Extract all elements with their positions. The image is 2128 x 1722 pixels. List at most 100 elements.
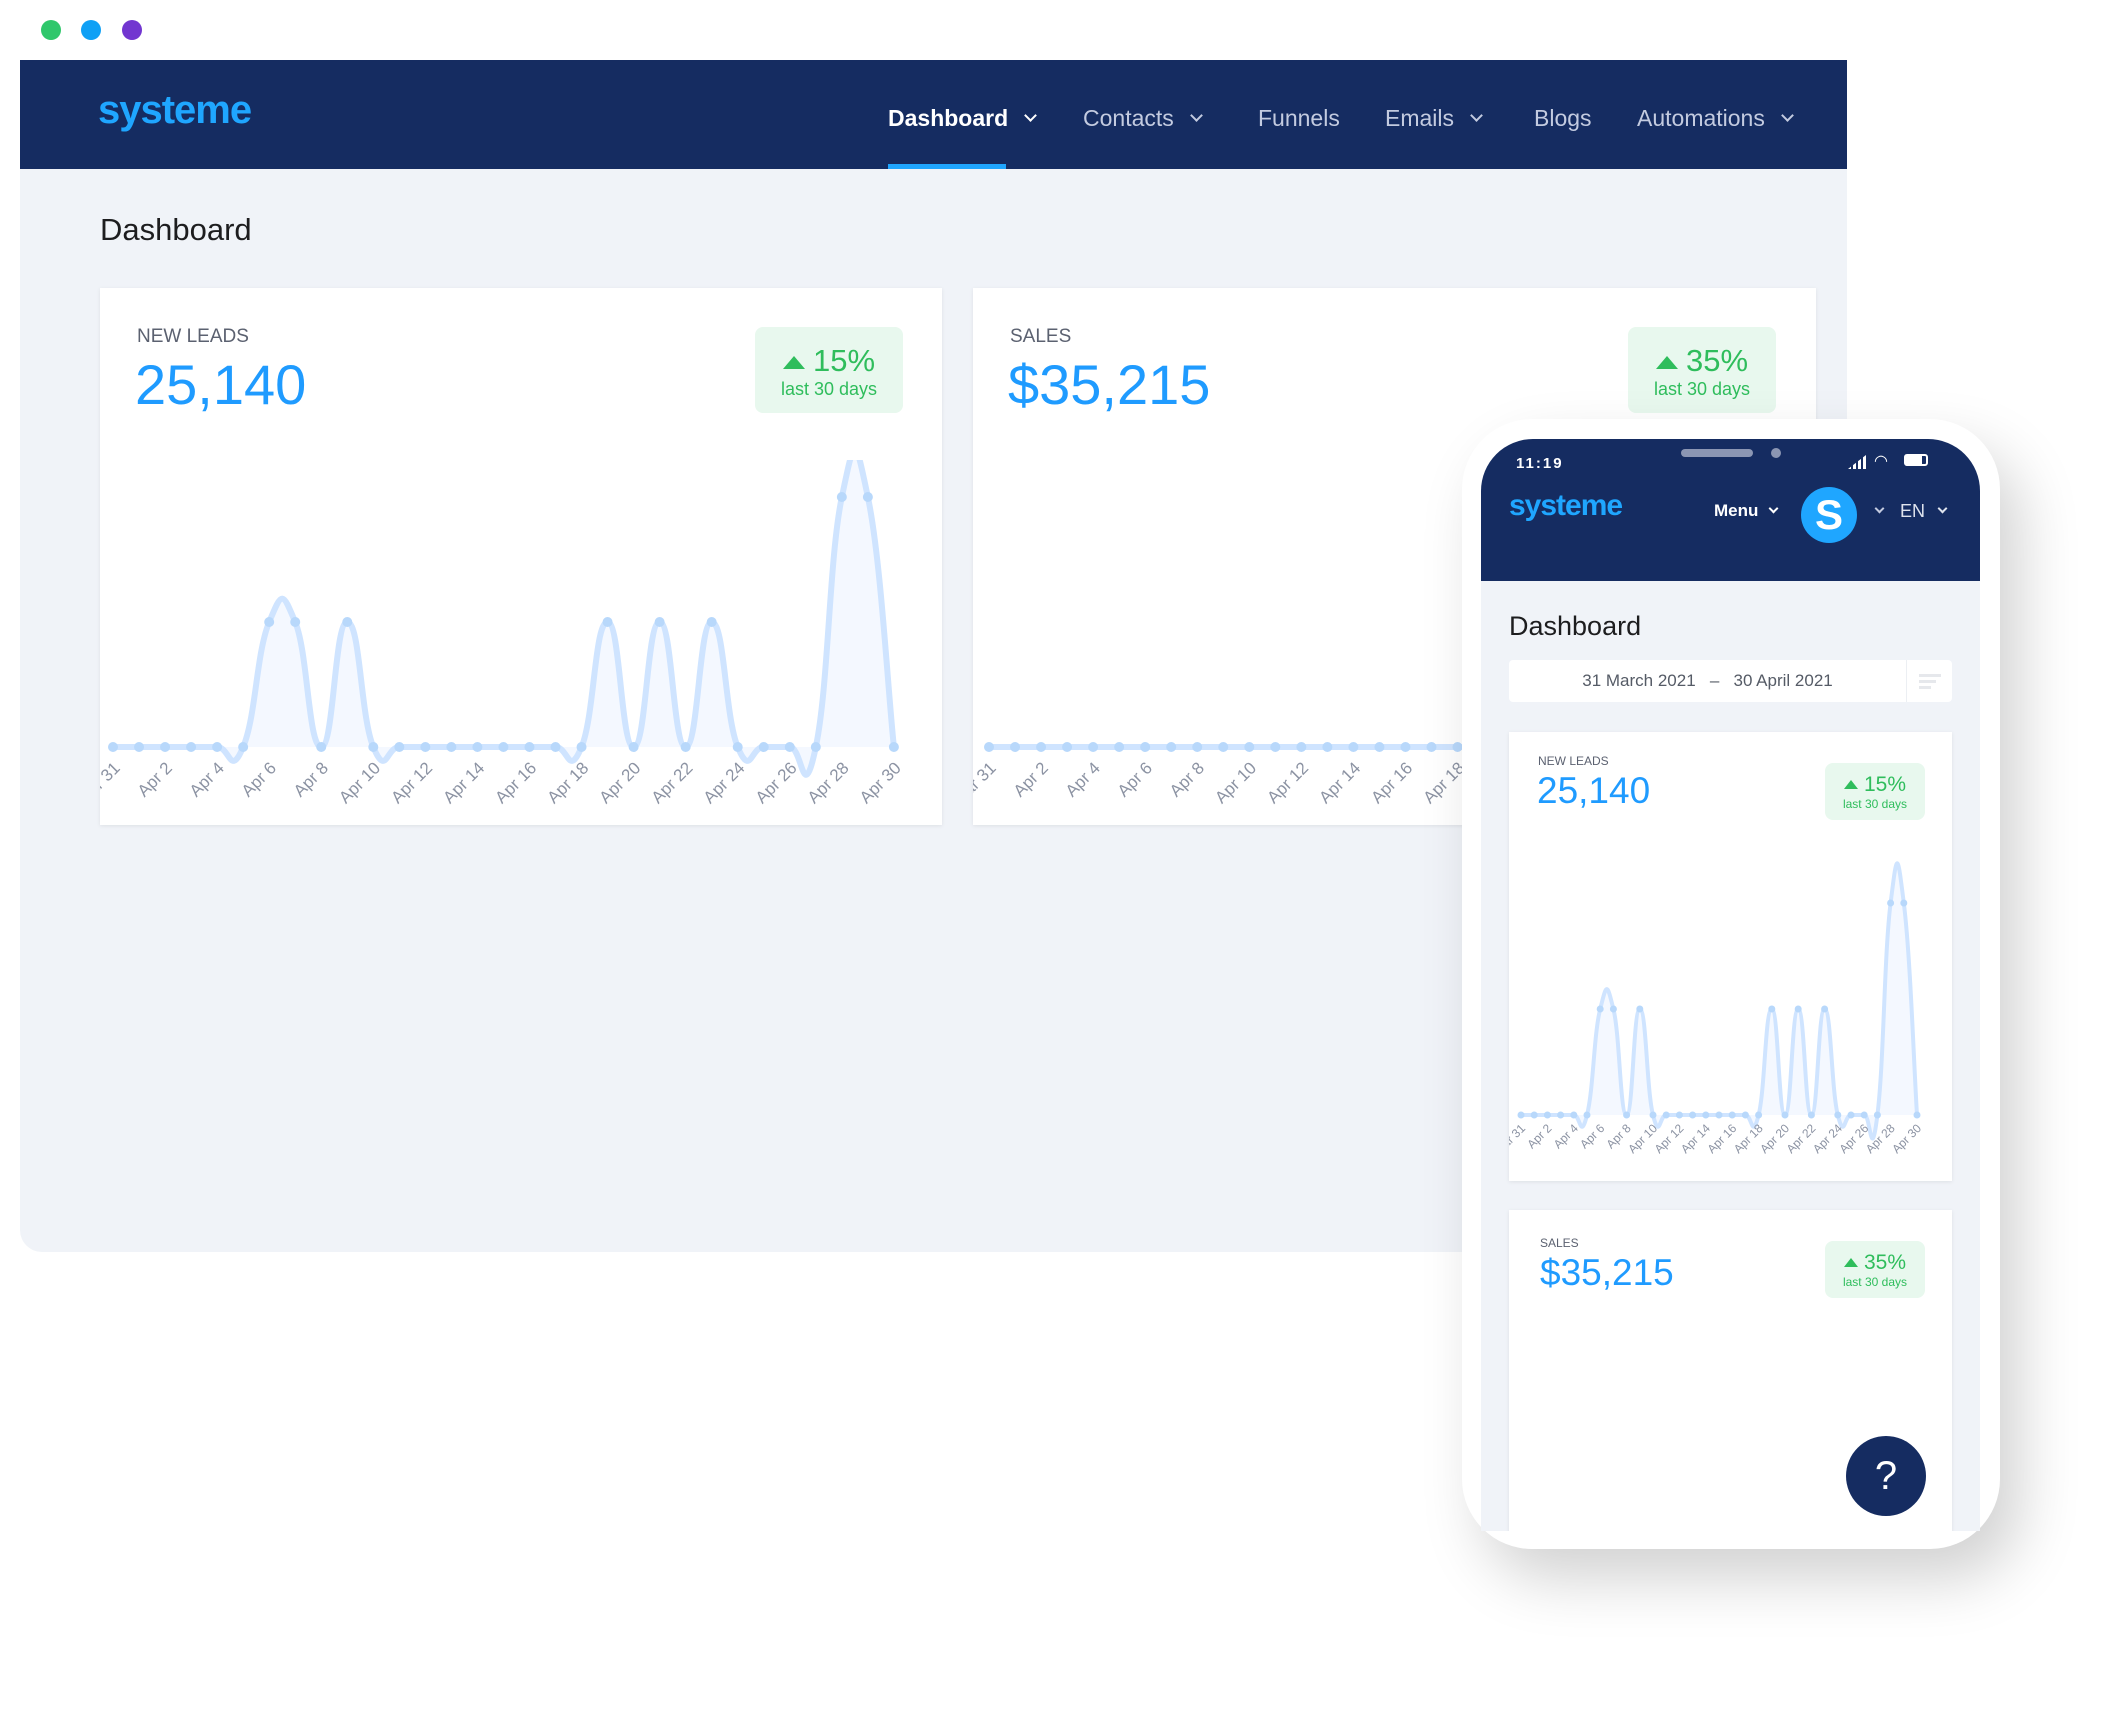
data-point-apr-8[interactable] [1623, 1111, 1631, 1119]
help-button[interactable]: ? [1846, 1436, 1926, 1516]
mobile-logo[interactable]: systeme [1509, 489, 1623, 522]
data-point-apr-2[interactable] [160, 742, 171, 752]
data-point-apr-3[interactable] [1557, 1111, 1565, 1119]
data-point-apr-13[interactable] [1322, 742, 1333, 752]
data-point-apr-6[interactable] [1140, 742, 1151, 752]
filter-icon[interactable] [1906, 660, 1952, 702]
nav-contacts[interactable]: Contacts [1083, 105, 1203, 132]
data-point-apr-20[interactable] [1781, 1111, 1789, 1119]
data-point-apr-10[interactable] [1244, 742, 1255, 752]
data-point-apr-24[interactable] [732, 742, 743, 752]
logo[interactable]: systeme [98, 88, 252, 132]
data-point-apr-2[interactable] [1036, 742, 1047, 752]
data-point-apr-22[interactable] [1807, 1111, 1815, 1119]
data-point-apr-8[interactable] [316, 742, 327, 752]
data-point-apr-17[interactable] [1426, 742, 1437, 752]
x-tick-label: Apr 2 [1010, 758, 1052, 800]
nav-automations[interactable]: Automations [1637, 105, 1794, 132]
data-point-apr-20[interactable] [628, 742, 639, 752]
data-point-apr-3[interactable] [1062, 742, 1073, 752]
data-point-apr-15[interactable] [1374, 742, 1385, 752]
date-range-picker[interactable]: 31 March 2021 – 30 April 2021 [1509, 660, 1952, 702]
arrow-up-icon [1843, 1258, 1858, 1267]
data-point-apr-5[interactable] [1114, 742, 1125, 752]
data-point-apr-16[interactable] [1728, 1111, 1736, 1119]
data-point-apr-15[interactable] [498, 742, 509, 752]
avatar-chevron-icon[interactable] [1874, 503, 1885, 514]
change-badge: 35% last 30 days [1825, 1241, 1925, 1298]
data-point-apr-12[interactable] [1296, 742, 1307, 752]
data-point-apr-12[interactable] [1675, 1111, 1683, 1119]
data-point-apr-25[interactable] [758, 742, 769, 752]
data-point-apr-13[interactable] [446, 742, 457, 752]
data-point-apr-3[interactable] [186, 742, 197, 752]
data-point-apr-16[interactable] [524, 742, 535, 752]
data-point-apr-24[interactable] [1834, 1111, 1842, 1119]
data-point-apr-18[interactable] [576, 742, 587, 752]
data-point-apr-4[interactable] [1088, 742, 1099, 752]
data-point-apr-28[interactable] [836, 492, 847, 502]
data-point-apr-29[interactable] [862, 492, 873, 502]
data-point-apr-1[interactable] [134, 742, 145, 752]
data-point-apr-11[interactable] [394, 742, 405, 752]
data-point-apr-1[interactable] [1530, 1111, 1538, 1119]
data-point-apr-9[interactable] [1636, 1005, 1644, 1013]
data-point-apr-15[interactable] [1715, 1111, 1723, 1119]
data-point-apr-26[interactable] [1860, 1111, 1868, 1119]
data-point-apr-7[interactable] [1166, 742, 1177, 752]
data-point-apr-9[interactable] [342, 617, 353, 627]
data-point-apr-14[interactable] [472, 742, 483, 752]
data-point-apr-11[interactable] [1270, 742, 1281, 752]
data-point-apr-29[interactable] [1900, 899, 1908, 907]
data-point-apr-27[interactable] [810, 742, 821, 752]
data-point-apr-14[interactable] [1702, 1111, 1710, 1119]
data-point-apr-30[interactable] [888, 742, 899, 752]
data-point-apr-19[interactable] [602, 617, 613, 627]
data-point-apr-25[interactable] [1847, 1111, 1855, 1119]
data-point-apr-6[interactable] [264, 617, 275, 627]
data-point-apr-28[interactable] [1887, 899, 1895, 907]
avatar[interactable]: S [1801, 487, 1857, 543]
data-point-apr-14[interactable] [1348, 742, 1359, 752]
data-point-apr-7[interactable] [290, 617, 301, 627]
data-point-apr-21[interactable] [1794, 1005, 1802, 1013]
data-point-apr-30[interactable] [1913, 1111, 1921, 1119]
data-point-apr-7[interactable] [1609, 1005, 1617, 1013]
data-point-apr-11[interactable] [1662, 1111, 1670, 1119]
data-point-apr-17[interactable] [1741, 1111, 1749, 1119]
nav-funnels[interactable]: Funnels [1258, 105, 1340, 132]
data-point-apr-8[interactable] [1192, 742, 1203, 752]
data-point-apr-4[interactable] [212, 742, 223, 752]
data-point-apr-6[interactable] [1596, 1005, 1604, 1013]
nav-emails[interactable]: Emails [1385, 105, 1483, 132]
data-point-apr-21[interactable] [654, 617, 665, 627]
nav-dashboard[interactable]: Dashboard [888, 105, 1038, 132]
data-point-apr-22[interactable] [680, 742, 691, 752]
data-point-apr-13[interactable] [1689, 1111, 1697, 1119]
data-point-mar-31[interactable] [108, 742, 118, 752]
data-point-apr-1[interactable] [1010, 742, 1021, 752]
data-point-apr-9[interactable] [1218, 742, 1229, 752]
data-point-apr-5[interactable] [1583, 1111, 1591, 1119]
data-point-apr-18[interactable] [1755, 1111, 1763, 1119]
data-point-apr-10[interactable] [368, 742, 379, 752]
data-point-apr-12[interactable] [420, 742, 431, 752]
data-point-apr-23[interactable] [706, 617, 717, 627]
data-point-apr-19[interactable] [1768, 1005, 1776, 1013]
change-badge: 15% last 30 days [1825, 763, 1925, 820]
data-point-apr-16[interactable] [1400, 742, 1411, 752]
data-point-apr-18[interactable] [1452, 742, 1463, 752]
data-point-mar-31[interactable] [1517, 1111, 1525, 1119]
data-point-apr-17[interactable] [550, 742, 561, 752]
data-point-apr-23[interactable] [1821, 1005, 1829, 1013]
data-point-apr-26[interactable] [784, 742, 795, 752]
nav-blogs[interactable]: Blogs [1534, 105, 1592, 132]
data-point-apr-5[interactable] [238, 742, 249, 752]
language-select[interactable]: EN [1900, 501, 1948, 522]
data-point-apr-10[interactable] [1649, 1111, 1657, 1119]
data-point-apr-2[interactable] [1543, 1111, 1551, 1119]
data-point-mar-31[interactable] [984, 742, 994, 752]
data-point-apr-4[interactable] [1570, 1111, 1578, 1119]
data-point-apr-27[interactable] [1873, 1111, 1881, 1119]
menu-button[interactable]: Menu [1714, 501, 1779, 521]
